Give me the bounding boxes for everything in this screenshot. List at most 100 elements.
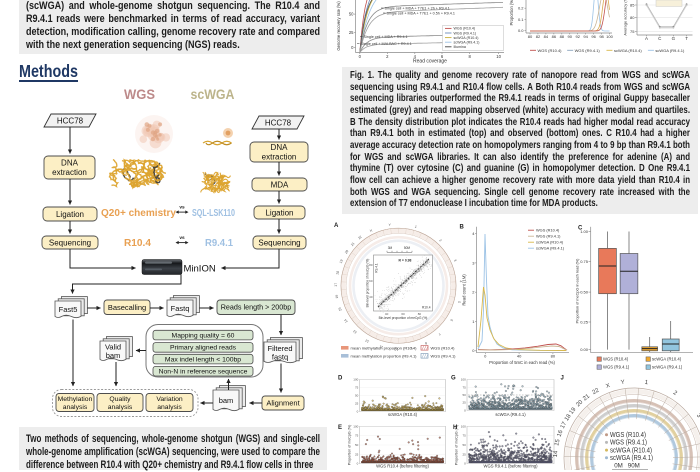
svg-text:WGS (R9.4.1): WGS (R9.4.1) [454, 31, 477, 35]
svg-text:WGS (R10.4): WGS (R10.4) [431, 347, 455, 351]
svg-text:3M: 3M [388, 246, 393, 250]
svg-text:100: 100 [353, 424, 358, 428]
svg-text:R = 0.98: R = 0.98 [399, 259, 412, 263]
svg-text:R10.4: R10.4 [124, 237, 151, 249]
svg-text:100: 100 [461, 378, 466, 382]
svg-text:scWGA: scWGA [191, 87, 235, 102]
svg-text:WGS R9.4.1 (before filtering): WGS R9.4.1 (before filtering) [484, 464, 539, 469]
svg-text:vs: vs [179, 236, 185, 241]
svg-text:Genome recovery rate (%): Genome recovery rate (%) [336, 1, 341, 51]
svg-text:Quality: Quality [109, 396, 131, 403]
svg-text:0.50: 0.50 [580, 290, 589, 295]
svg-text:scWGA (R10.4): scWGA (R10.4) [454, 36, 479, 40]
svg-text:Y: Y [620, 380, 625, 387]
svg-text:WGS (R10.4): WGS (R10.4) [454, 27, 476, 31]
svg-text:X: X [369, 228, 373, 233]
svg-text:22: 22 [357, 235, 363, 241]
svg-text:0.25: 0.25 [580, 319, 589, 324]
svg-text:E: E [338, 425, 342, 431]
svg-text:0.75: 0.75 [580, 259, 589, 264]
svg-text:extraction: extraction [262, 152, 297, 161]
svg-text:0: 0 [464, 462, 466, 466]
svg-text:WGS (R9.4.1): WGS (R9.4.1) [575, 48, 601, 53]
svg-text:90: 90 [568, 34, 573, 39]
svg-text:WGS (R10.4): WGS (R10.4) [538, 48, 563, 53]
svg-text:16: 16 [335, 294, 340, 298]
svg-text:75: 75 [462, 385, 466, 389]
svg-text:80: 80 [369, 263, 373, 267]
svg-text:scWGA (R10.4): scWGA (R10.4) [536, 240, 564, 245]
svg-text:mean methylation proportion (R: mean methylation proportion (R9.4.1) [351, 355, 417, 359]
svg-text:Single cell + MDA + T7E1 + 0.5: Single cell + MDA + T7E1 + 0.5h + R9.4.1 [387, 11, 455, 15]
svg-text:0: 0 [464, 408, 466, 412]
svg-text:2: 2 [472, 290, 475, 295]
svg-text:0: 0 [357, 462, 359, 466]
svg-text:25: 25 [462, 401, 466, 405]
svg-text:92: 92 [575, 34, 580, 39]
svg-text:3: 3 [472, 260, 475, 265]
svg-text:19: 19 [569, 406, 578, 415]
svg-text:Bin-level proportion of meCpG: Bin-level proportion of meCpG (%) [379, 316, 428, 320]
svg-text:21: 21 [350, 241, 356, 247]
svg-text:16: 16 [557, 429, 565, 438]
svg-text:22: 22 [592, 387, 601, 396]
svg-text:X: X [605, 383, 611, 390]
svg-text:D: D [338, 376, 343, 382]
svg-text:75: 75 [355, 434, 359, 438]
svg-text:mean methylation proportion (R: mean methylation proportion (R10.4) [351, 347, 417, 351]
svg-text:2: 2 [386, 54, 389, 59]
svg-text:12: 12 [365, 338, 370, 343]
svg-text:25: 25 [355, 402, 359, 406]
svg-text:1: 1 [644, 380, 649, 387]
svg-text:80: 80 [551, 354, 556, 359]
svg-text:2: 2 [438, 238, 442, 242]
svg-text:scWGA (R10.4): scWGA (R10.4) [652, 357, 682, 362]
svg-text:R9.4.1: R9.4.1 [375, 263, 379, 273]
svg-text:0: 0 [351, 45, 354, 50]
svg-text:A: A [334, 223, 339, 229]
svg-text:3: 3 [695, 413, 700, 420]
svg-text:bam: bam [219, 396, 234, 405]
svg-text:98: 98 [599, 34, 604, 39]
svg-text:75: 75 [630, 29, 635, 34]
svg-text:scWGA (R9.4.1): scWGA (R9.4.1) [610, 453, 653, 462]
svg-text:82: 82 [536, 34, 541, 39]
svg-text:14: 14 [553, 450, 560, 458]
svg-text:75: 75 [462, 434, 466, 438]
svg-text:90M: 90M [628, 463, 640, 470]
svg-text:scWGA (R9.4.1): scWGA (R9.4.1) [495, 412, 526, 417]
svg-text:Q20+ chemistry: Q20+ chemistry [101, 207, 176, 219]
svg-text:0: 0 [472, 348, 475, 353]
svg-text:SQL-LSK110: SQL-LSK110 [192, 207, 235, 219]
svg-text:scWGA (R10.4): scWGA (R10.4) [388, 412, 418, 417]
svg-text:1.00: 1.00 [580, 229, 589, 234]
svg-text:B: B [460, 225, 465, 231]
svg-text:8: 8 [424, 341, 428, 345]
svg-text:50: 50 [462, 393, 466, 397]
svg-text:Mapping quality = 60: Mapping quality = 60 [172, 332, 235, 339]
svg-text:T: T [685, 36, 688, 41]
svg-text:scWGA (R10.4): scWGA (R10.4) [614, 48, 642, 53]
svg-text:Illumina: Illumina [454, 45, 466, 49]
svg-text:75: 75 [355, 386, 359, 390]
svg-text:10: 10 [496, 54, 501, 59]
svg-text:3: 3 [453, 259, 457, 263]
svg-text:8: 8 [469, 54, 472, 59]
svg-text:17: 17 [334, 283, 338, 287]
svg-text:0.0: 0.0 [518, 28, 524, 33]
svg-text:Single cell + MALBAC + R9.4.1: Single cell + MALBAC + R9.4.1 [361, 42, 412, 46]
svg-text:Bin-level proportion of meCpG: Bin-level proportion of meCpG (%) [366, 259, 370, 308]
svg-text:0.2: 0.2 [518, 6, 524, 11]
svg-text:Max indel length < 100bp: Max indel length < 100bp [165, 356, 241, 363]
svg-text:100: 100 [353, 378, 358, 382]
svg-text:R9.4.1: R9.4.1 [205, 237, 233, 249]
svg-text:Y: Y [388, 223, 392, 227]
svg-text:Ligation: Ligation [56, 210, 84, 219]
svg-text:Read coverage: Read coverage [413, 59, 447, 65]
svg-text:G: G [672, 36, 676, 41]
svg-text:80: 80 [528, 34, 533, 39]
svg-text:0: 0 [359, 54, 362, 59]
svg-text:A: A [645, 36, 648, 41]
svg-text:0.1: 0.1 [518, 17, 524, 22]
svg-text:MDA: MDA [271, 180, 289, 189]
